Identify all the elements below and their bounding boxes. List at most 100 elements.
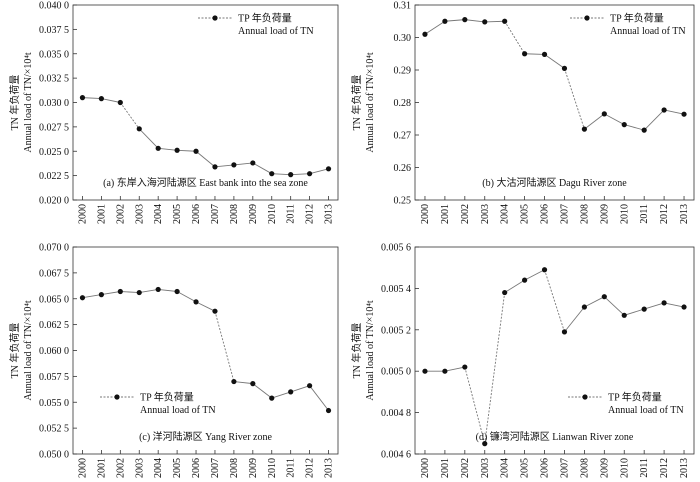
y-tick-label: 0.062 5 xyxy=(39,320,69,331)
series-line-segment xyxy=(664,109,685,115)
y-axis-label-en: Annual load of TN/×10⁴t xyxy=(365,52,376,153)
x-tick-label: 2008 xyxy=(229,204,240,224)
x-tick-label: 2006 xyxy=(191,458,202,478)
x-tick-label: 2007 xyxy=(210,204,221,224)
x-tick-label: 2004 xyxy=(153,204,164,224)
data-point xyxy=(462,364,468,370)
series-line-segment xyxy=(119,102,140,130)
x-tick-label: 2011 xyxy=(286,458,297,478)
panel-caption: (a) 东岸入海河陆源区 East bank into the sea zone xyxy=(103,176,308,189)
series-line-segment xyxy=(604,113,625,125)
y-tick-label: 0.025 0 xyxy=(39,147,69,158)
x-tick-label: 2008 xyxy=(579,458,590,478)
data-point xyxy=(79,295,86,301)
x-tick-label: 2013 xyxy=(324,204,335,224)
x-tick-label: 2004 xyxy=(500,204,511,224)
series-line-segment xyxy=(309,385,329,411)
data-point xyxy=(541,51,548,58)
data-point xyxy=(307,383,313,389)
panel-caption: (b) 大沽河陆源区 Dagu River zone xyxy=(482,176,627,189)
data-point xyxy=(641,306,647,312)
y-tick-label: 0.035 0 xyxy=(39,49,69,60)
x-tick-label: 2010 xyxy=(267,458,278,478)
data-point xyxy=(307,171,313,177)
data-point xyxy=(250,381,256,387)
series-line-segment xyxy=(177,149,197,152)
legend-label-en: Annual load of TN xyxy=(610,26,686,37)
x-tick-label: 2012 xyxy=(305,458,316,478)
series-line-segment xyxy=(484,292,506,444)
x-tick-label: 2013 xyxy=(679,204,690,224)
data-point xyxy=(442,368,448,374)
x-tick-label: 2006 xyxy=(191,204,202,224)
y-tick-label: 0.25 xyxy=(394,196,412,207)
y-axis-label-en: Annual load of TN/×10⁴t xyxy=(365,300,376,401)
data-point xyxy=(269,395,275,401)
legend-marker xyxy=(212,15,218,21)
y-tick-label: 0.31 xyxy=(394,1,412,12)
y-tick-label: 0.005 2 xyxy=(381,325,411,336)
legend-label-en: Annual load of TN xyxy=(140,405,216,416)
y-axis-label-en: Annual load of TN/×10⁴t xyxy=(23,300,34,401)
data-point xyxy=(98,292,104,298)
chart-panel-d: 0.004 6 0.004 8 0.005 0 0.005 2 0.005 4 0.005… xyxy=(350,243,695,478)
x-tick-label: 2012 xyxy=(305,204,316,224)
legend-label-cn: TP 年负荷量 xyxy=(140,391,194,404)
x-tick-label: 2013 xyxy=(679,458,690,478)
data-point xyxy=(212,164,218,170)
series-line-segment xyxy=(544,54,565,69)
y-tick-label: 0.037 5 xyxy=(39,25,69,36)
series-line-segment xyxy=(101,291,121,296)
series-line-segment xyxy=(195,301,216,312)
series-line-segment xyxy=(504,21,525,54)
data-point xyxy=(561,65,568,71)
chart-panel-a: 0.020 0 0.022 5 0.025 0 0.027 5 0.030 0 0.032… xyxy=(8,1,339,224)
y-tick-label: 0.040 0 xyxy=(39,1,69,12)
x-tick-label: 2006 xyxy=(540,204,551,224)
y-tick-label: 0.055 0 xyxy=(39,398,69,409)
series-line-segment xyxy=(309,168,329,175)
data-point xyxy=(325,407,332,414)
y-tick-label: 0.022 5 xyxy=(39,171,69,182)
chart-panel-b: 0.25 0.26 0.27 0.28 0.29 0.30 0.31 2000 2001 2002… xyxy=(350,1,695,224)
data-point xyxy=(641,127,647,133)
legend-label-cn: TP 年负荷量 xyxy=(238,12,292,25)
series-line-segment xyxy=(195,150,216,168)
x-tick-label: 2001 xyxy=(96,458,107,478)
legend-marker xyxy=(114,394,120,400)
data-point xyxy=(422,31,428,37)
data-point xyxy=(117,288,123,295)
data-point xyxy=(422,368,428,374)
series-line-segment xyxy=(444,366,465,372)
x-tick-label: 2011 xyxy=(639,204,650,224)
y-tick-label: 0.020 0 xyxy=(39,196,69,207)
y-tick-label: 0.070 0 xyxy=(39,243,69,254)
x-tick-label: 2004 xyxy=(153,458,164,478)
series-line-segment xyxy=(233,381,253,385)
panel-caption: (d) 镰湾河陆源区 Lianwan River zone xyxy=(476,430,634,443)
series-line-segment xyxy=(624,308,645,316)
data-point xyxy=(621,122,627,128)
x-tick-label: 2007 xyxy=(210,458,221,478)
x-tick-label: 2001 xyxy=(440,204,451,224)
data-point xyxy=(325,166,332,172)
x-tick-label: 2008 xyxy=(579,204,590,224)
y-tick-label: 0.057 5 xyxy=(39,372,69,383)
y-tick-label: 0.26 xyxy=(394,163,412,174)
y-axis-label-cn: TN 年负荷量 xyxy=(350,75,363,131)
series-line-segment xyxy=(120,291,140,293)
series-line-segment xyxy=(101,98,121,103)
x-tick-label: 2002 xyxy=(460,458,471,478)
y-tick-label: 0.005 6 xyxy=(381,243,411,254)
series-line-segment xyxy=(138,128,159,149)
x-tick-label: 2000 xyxy=(420,458,431,478)
data-point xyxy=(212,308,218,314)
series-line-segment xyxy=(82,294,102,299)
data-point xyxy=(581,304,587,310)
data-point xyxy=(174,288,180,295)
x-tick-label: 2001 xyxy=(440,458,451,478)
data-point xyxy=(601,294,607,300)
legend-label-en: Annual load of TN xyxy=(238,26,314,37)
x-tick-label: 2004 xyxy=(500,458,511,478)
x-tick-label: 2010 xyxy=(267,204,278,224)
